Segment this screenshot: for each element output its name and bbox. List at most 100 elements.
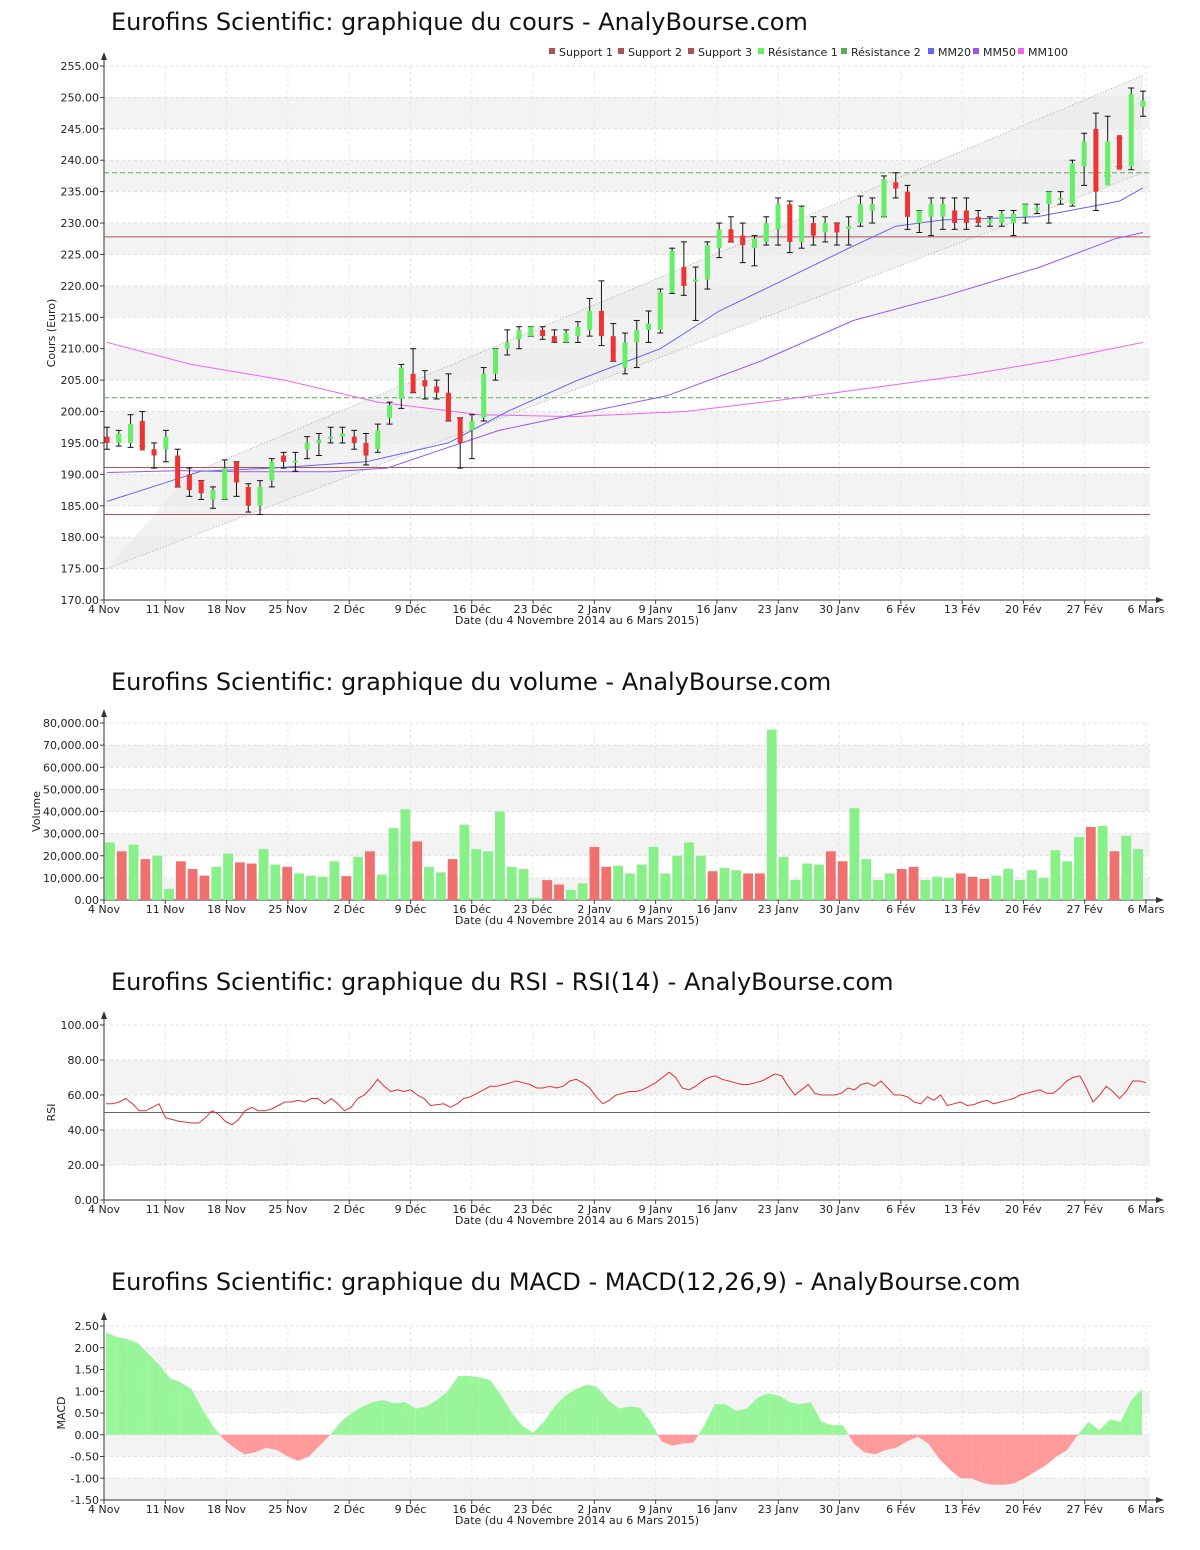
y-tick-label: 80,000.00 bbox=[43, 717, 99, 730]
macd-area bbox=[116, 1336, 128, 1435]
macd-area bbox=[992, 1434, 1004, 1485]
volume-bar bbox=[577, 883, 588, 900]
legend-swatch bbox=[618, 48, 624, 54]
candle-body bbox=[963, 210, 969, 224]
volume-bar bbox=[778, 856, 789, 900]
volume-bar bbox=[1015, 880, 1025, 900]
x-tick-label: 9 Janv bbox=[639, 903, 673, 916]
candle-body bbox=[704, 245, 710, 280]
macd-area bbox=[1120, 1399, 1132, 1435]
macd-area bbox=[928, 1434, 940, 1459]
x-tick-label: 4 Nov bbox=[88, 1503, 120, 1516]
macd-area bbox=[511, 1413, 523, 1435]
candle-body bbox=[1034, 207, 1040, 211]
x-tick-label: 11 Nov bbox=[146, 603, 185, 616]
candle-body bbox=[1105, 141, 1111, 186]
macd-area bbox=[1131, 1389, 1142, 1435]
volume-bar bbox=[802, 863, 813, 900]
y-tick-label: 190.00 bbox=[61, 468, 100, 481]
volume-bar bbox=[1074, 836, 1084, 900]
y-tick-label: 1.50 bbox=[75, 1364, 100, 1377]
macd-area bbox=[148, 1354, 160, 1435]
macd-area bbox=[981, 1434, 993, 1485]
macd-area bbox=[698, 1426, 705, 1435]
y-tick-label: 60,000.00 bbox=[43, 761, 99, 774]
macd-area bbox=[907, 1434, 918, 1442]
x-tick-label: 18 Nov bbox=[207, 1203, 246, 1216]
legend-label: Support 1 bbox=[559, 46, 613, 59]
grid-band bbox=[104, 789, 1150, 812]
macd-area bbox=[842, 1425, 849, 1435]
macd-area bbox=[640, 1407, 651, 1435]
x-tick-label: 6 Fév bbox=[886, 1203, 916, 1216]
y-tick-label: 210.00 bbox=[61, 343, 100, 356]
candle-body bbox=[598, 311, 604, 337]
candle-body bbox=[339, 433, 345, 437]
volume-bar bbox=[258, 849, 269, 900]
volume-bar bbox=[105, 842, 115, 900]
legend-swatch bbox=[1018, 48, 1024, 54]
macd-area bbox=[298, 1434, 309, 1461]
y-tick-label: 20.00 bbox=[68, 1159, 100, 1172]
candle-body bbox=[799, 207, 805, 242]
macd-area bbox=[170, 1378, 181, 1435]
candle-body bbox=[257, 486, 263, 506]
volume-bar bbox=[412, 841, 423, 900]
y-axis-arrow bbox=[101, 52, 107, 60]
y-tick-label: 1.00 bbox=[75, 1385, 100, 1398]
candle-body bbox=[163, 436, 169, 450]
macd-area bbox=[287, 1434, 299, 1461]
candle-body bbox=[881, 179, 887, 217]
volume-bar bbox=[695, 855, 706, 900]
candle-body bbox=[128, 424, 134, 443]
x-tick-label: 25 Nov bbox=[268, 603, 307, 616]
volume-bar bbox=[199, 875, 210, 900]
macd-area bbox=[1003, 1434, 1014, 1485]
candle-body bbox=[398, 367, 404, 399]
volume-bar bbox=[601, 866, 612, 900]
candle-body bbox=[528, 326, 534, 337]
macd-area bbox=[917, 1434, 929, 1444]
macd-area bbox=[661, 1434, 673, 1446]
volume-bar bbox=[613, 865, 623, 900]
legend-swatch bbox=[549, 48, 555, 54]
y-tick-label: 2.50 bbox=[75, 1320, 100, 1333]
volume-bar bbox=[471, 849, 482, 900]
volume-bar bbox=[223, 853, 233, 900]
y-tick-label: 100.00 bbox=[61, 1019, 100, 1032]
candle-body bbox=[351, 436, 357, 443]
volume-bar bbox=[128, 844, 139, 900]
volume-bar bbox=[329, 861, 340, 900]
macd-area bbox=[832, 1425, 843, 1435]
y-tick-label: 0.00 bbox=[75, 894, 100, 907]
volume-bar bbox=[506, 866, 517, 900]
volume-bar bbox=[400, 809, 411, 900]
macd-area bbox=[180, 1382, 192, 1435]
macd-area bbox=[244, 1434, 256, 1455]
x-tick-label: 13 Fév bbox=[944, 1203, 981, 1216]
grid-band bbox=[104, 1130, 1150, 1165]
x-tick-label: 18 Nov bbox=[207, 603, 246, 616]
candle-body bbox=[281, 455, 287, 462]
y-tick-label: 2.00 bbox=[75, 1342, 100, 1355]
macd-area bbox=[736, 1408, 747, 1435]
x-tick-label: 23 Déc bbox=[514, 1203, 553, 1216]
x-tick-label: 16 Janv bbox=[696, 1203, 737, 1216]
rsi-chart: 100.00 80.00 60.00 40.00 20.00 0.004 Nov 11 No… bbox=[45, 1011, 1165, 1227]
macd-area bbox=[319, 1434, 331, 1446]
macd-area bbox=[138, 1343, 149, 1435]
macd-area bbox=[1013, 1434, 1025, 1484]
x-axis-arrow bbox=[1156, 897, 1164, 903]
x-tick-label: 25 Nov bbox=[268, 1203, 307, 1216]
y-tick-label: 10,000.00 bbox=[43, 872, 99, 885]
volume-bar bbox=[719, 867, 730, 900]
y-tick-label: 230.00 bbox=[61, 217, 100, 230]
candle-body bbox=[1093, 128, 1099, 192]
x-tick-label: 6 Fév bbox=[886, 903, 916, 916]
volume-bar bbox=[235, 862, 245, 900]
volume-bar bbox=[636, 864, 647, 900]
candle-body bbox=[763, 223, 769, 242]
x-tick-label: 11 Nov bbox=[146, 903, 185, 916]
x-tick-label: 4 Nov bbox=[88, 903, 120, 916]
y-axis-arrow bbox=[101, 1312, 107, 1320]
